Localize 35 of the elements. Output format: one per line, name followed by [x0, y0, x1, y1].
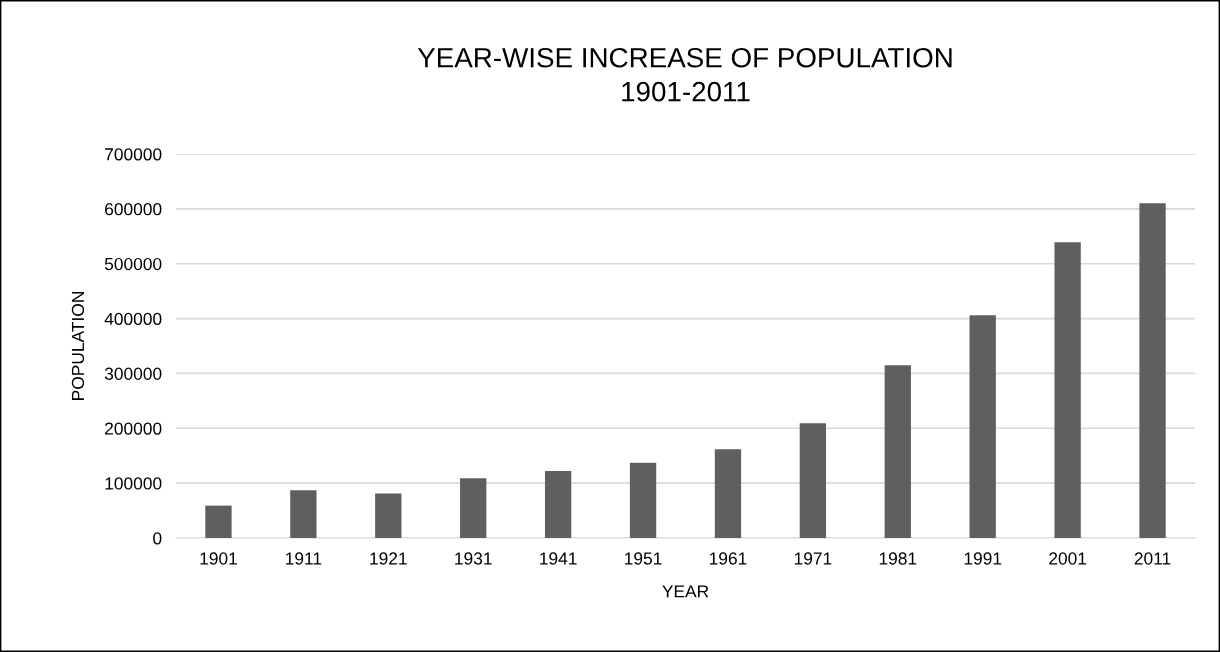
x-tick-label: 1931 — [455, 552, 492, 565]
chart-title: YEAR-WISE INCREASE OF POPULATION 1901-2011 — [417, 47, 952, 102]
bar — [714, 449, 742, 538]
y-tick-label: 500000 — [104, 257, 162, 271]
y-tick-label: 600000 — [105, 203, 162, 216]
y-tick-label: 400000 — [104, 312, 162, 326]
y-tick-label: 300000 — [104, 367, 162, 380]
y-axis-title: POPULATION — [71, 292, 85, 400]
y-tick-label: 200000 — [105, 422, 162, 435]
y-tick-label: 0 — [153, 532, 162, 545]
bar — [969, 315, 996, 538]
bar — [1054, 242, 1081, 538]
x-tick-label: 1991 — [964, 552, 1002, 565]
x-tick-label: 1971 — [794, 552, 832, 565]
y-tick-label: 700000 — [105, 148, 162, 161]
x-tick-label: 1901 — [200, 552, 237, 565]
bar — [205, 505, 232, 538]
bar — [884, 365, 911, 538]
bar — [460, 478, 487, 538]
bar — [799, 423, 827, 538]
y-tick-label: 100000 — [105, 477, 162, 490]
x-tick-label: 1951 — [625, 552, 662, 565]
bar — [1139, 203, 1166, 538]
x-tick-label: 1961 — [709, 552, 747, 565]
x-tick-label: 1911 — [286, 552, 322, 565]
x-tick-label: 1921 — [370, 552, 407, 565]
x-tick-label: 2011 — [1134, 552, 1171, 565]
x-axis-title: YEAR — [662, 585, 709, 598]
x-tick-label: 1941 — [540, 552, 577, 565]
bar — [375, 493, 402, 538]
bar — [629, 462, 657, 538]
x-tick-label: 2001 — [1049, 552, 1087, 565]
x-tick-label: 1981 — [879, 552, 917, 565]
bar — [290, 490, 317, 538]
bar — [544, 471, 572, 538]
